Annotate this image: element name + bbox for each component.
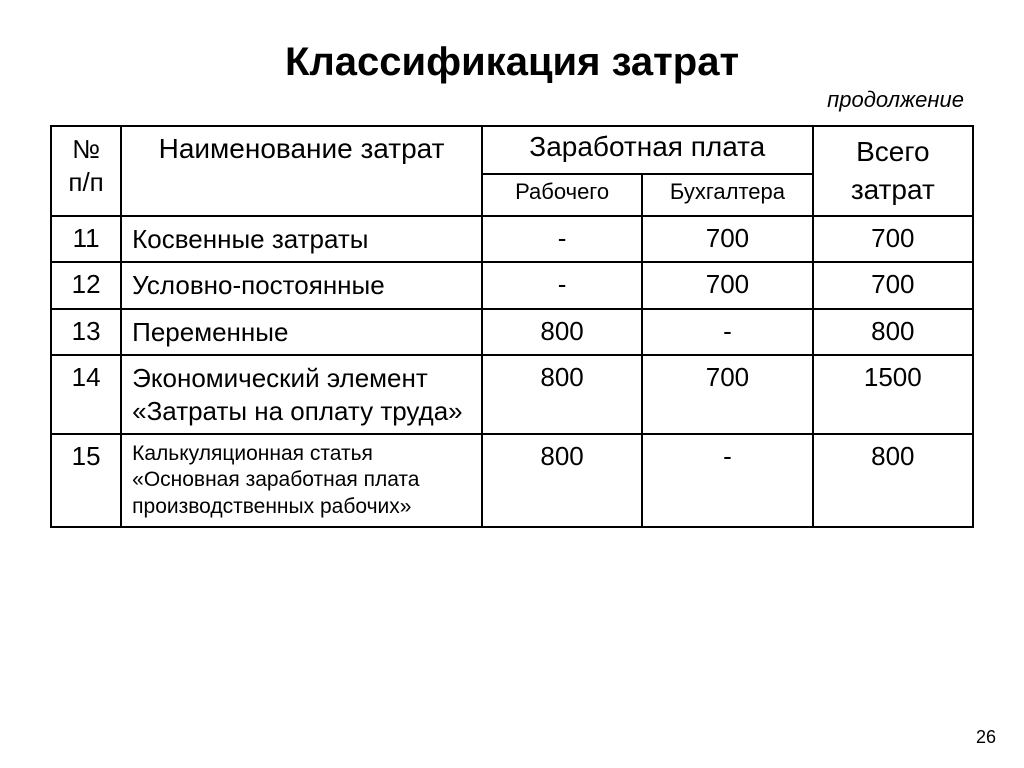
header-accountant: Бухгалтера	[642, 174, 812, 215]
cell-num: 15	[51, 434, 121, 527]
cell-total: 800	[813, 434, 973, 527]
table-header: № п/п Наименование затрат Заработная пла…	[51, 126, 973, 216]
cell-name: Калькуляционная статья «Основная заработ…	[121, 434, 482, 527]
table-row: 11 Косвенные затраты - 700 700	[51, 216, 973, 263]
cell-total: 1500	[813, 355, 973, 434]
header-num: № п/п	[51, 126, 121, 216]
cell-num: 12	[51, 262, 121, 309]
table-row: 12 Условно-постоянные - 700 700	[51, 262, 973, 309]
cell-num: 14	[51, 355, 121, 434]
cell-accountant: -	[642, 434, 812, 527]
subtitle: продолжение	[50, 87, 974, 113]
cell-name: Условно-постоянные	[121, 262, 482, 309]
table-row: 14 Экономический элемент «Затраты на опл…	[51, 355, 973, 434]
cell-total: 800	[813, 309, 973, 356]
cell-worker: -	[482, 216, 642, 263]
header-total: Всего затрат	[813, 126, 973, 216]
cell-total: 700	[813, 262, 973, 309]
cell-accountant: -	[642, 309, 812, 356]
cell-total: 700	[813, 216, 973, 263]
cell-worker: -	[482, 262, 642, 309]
page-title: Классификация затрат	[50, 40, 974, 85]
cell-name: Косвенные затраты	[121, 216, 482, 263]
cell-worker: 800	[482, 434, 642, 527]
page-number: 26	[976, 727, 996, 748]
cell-name: Переменные	[121, 309, 482, 356]
cell-accountant: 700	[642, 355, 812, 434]
cell-worker: 800	[482, 355, 642, 434]
header-name: Наименование затрат	[121, 126, 482, 216]
table-row: 15 Калькуляционная статья «Основная зара…	[51, 434, 973, 527]
cell-worker: 800	[482, 309, 642, 356]
cell-accountant: 700	[642, 262, 812, 309]
header-worker: Рабочего	[482, 174, 642, 215]
header-salary: Заработная плата	[482, 126, 813, 174]
table-body: 11 Косвенные затраты - 700 700 12 Условн…	[51, 216, 973, 527]
costs-table: № п/п Наименование затрат Заработная пла…	[50, 125, 974, 528]
table-row: 13 Переменные 800 - 800	[51, 309, 973, 356]
cell-name: Экономический элемент «Затраты на оплату…	[121, 355, 482, 434]
cell-num: 11	[51, 216, 121, 263]
cell-num: 13	[51, 309, 121, 356]
cell-accountant: 700	[642, 216, 812, 263]
